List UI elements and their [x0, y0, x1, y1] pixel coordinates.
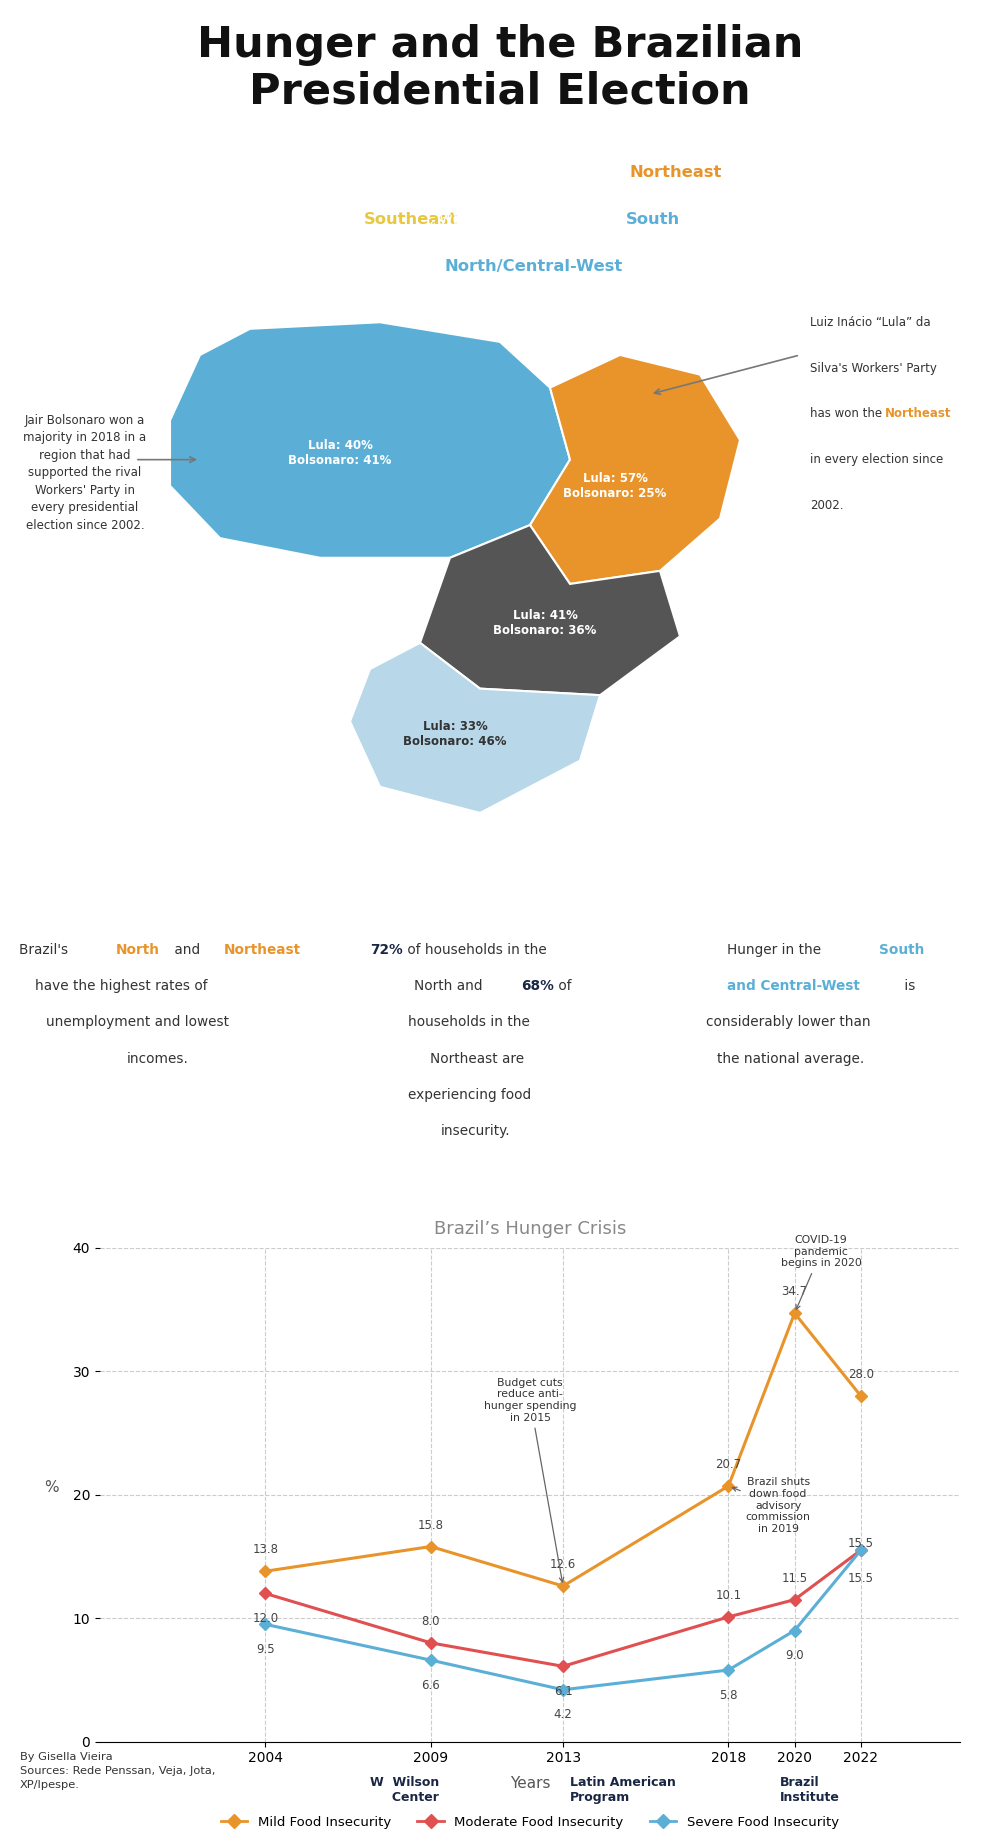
- Text: Brazil's: Brazil's: [19, 944, 72, 957]
- Text: has won the: has won the: [810, 407, 886, 420]
- Text: South: South: [879, 944, 924, 957]
- Title: Brazil’s Hunger Crisis: Brazil’s Hunger Crisis: [434, 1220, 626, 1238]
- Text: 2002.: 2002.: [810, 499, 844, 512]
- Text: Lula: 57%
Bolsonaro: 25%: Lula: 57% Bolsonaro: 25%: [563, 472, 667, 499]
- Text: COVID-19
pandemic
begins in 2020: COVID-19 pandemic begins in 2020: [781, 1235, 862, 1309]
- Text: , while Bolsonaro leads in the: , while Bolsonaro leads in the: [429, 212, 675, 227]
- Text: 15.5: 15.5: [848, 1572, 874, 1585]
- Polygon shape: [170, 323, 570, 558]
- Text: W  Wilson
     Center: W Wilson Center: [370, 1777, 439, 1804]
- Text: 13.8: 13.8: [252, 1543, 278, 1555]
- Text: Lula: 40%
Bolsonaro: 41%: Lula: 40% Bolsonaro: 41%: [288, 439, 392, 466]
- Text: have the highest rates of: have the highest rates of: [35, 979, 208, 993]
- Text: Lula: 33%
Bolsonaro: 46%: Lula: 33% Bolsonaro: 46%: [403, 721, 507, 748]
- Text: the national average.: the national average.: [717, 1052, 864, 1065]
- Text: 9.5: 9.5: [256, 1642, 275, 1655]
- Text: Recent XP/Ipespe polling shows Lula leading in the: Recent XP/Ipespe polling shows Lula lead…: [306, 164, 727, 181]
- Text: 8.0: 8.0: [422, 1614, 440, 1627]
- Legend: Mild Food Insecurity, Moderate Food Insecurity, Severe Food Insecurity: Mild Food Insecurity, Moderate Food Inse…: [216, 1810, 844, 1834]
- Text: Hunger in the: Hunger in the: [727, 944, 826, 957]
- Text: North and: North and: [414, 979, 486, 993]
- Text: households in the: households in the: [408, 1015, 530, 1030]
- Text: Northeast: Northeast: [224, 944, 301, 957]
- Text: incomes.: incomes.: [127, 1052, 189, 1065]
- Text: By Gisella Vieira
Sources: Rede Penssan, Veja, Jota,
XP/Ipespe.: By Gisella Vieira Sources: Rede Penssan,…: [20, 1751, 215, 1790]
- Text: 5.8: 5.8: [719, 1688, 738, 1701]
- Text: Hunger and the Brazilian
Presidential Election: Hunger and the Brazilian Presidential El…: [197, 24, 803, 112]
- Text: 15.5: 15.5: [848, 1537, 874, 1550]
- Text: and Central-West: and Central-West: [727, 979, 860, 993]
- Text: Northeast: Northeast: [630, 164, 722, 181]
- Text: 11.5: 11.5: [782, 1572, 808, 1585]
- Text: 6.1: 6.1: [554, 1685, 572, 1697]
- Text: 12.0: 12.0: [252, 1613, 278, 1626]
- Text: North: North: [116, 944, 160, 957]
- Text: Budget cuts
reduce anti-
hunger spending
in 2015: Budget cuts reduce anti- hunger spending…: [484, 1379, 576, 1581]
- Text: Northeast: Northeast: [884, 407, 951, 420]
- Text: 4.2: 4.2: [554, 1708, 572, 1721]
- Text: Luiz Inácio “Lula” da: Luiz Inácio “Lula” da: [810, 315, 931, 328]
- Polygon shape: [530, 356, 740, 584]
- Polygon shape: [420, 525, 680, 695]
- Text: Northeast are: Northeast are: [430, 1052, 524, 1065]
- Text: .: .: [574, 258, 579, 273]
- X-axis label: Years: Years: [510, 1777, 550, 1791]
- Text: unemployment and lowest: unemployment and lowest: [46, 1015, 229, 1030]
- Text: North/Central-West: North/Central-West: [445, 258, 623, 273]
- Text: 28.0: 28.0: [848, 1368, 874, 1380]
- Text: 34.7: 34.7: [782, 1285, 808, 1297]
- Text: 15.8: 15.8: [418, 1519, 444, 1532]
- Text: Jair Bolsonaro won a
majority in 2018 in a
region that had
supported the rival
W: Jair Bolsonaro won a majority in 2018 in…: [23, 413, 147, 533]
- Text: Regions that tend to vote overwhelmingly for the Workers'
Party suffer dispropor: Regions that tend to vote overwhelmingly…: [175, 1141, 825, 1185]
- Text: and: and: [338, 212, 375, 227]
- Text: Southeast: Southeast: [364, 212, 458, 227]
- Text: insecurity.: insecurity.: [441, 1124, 510, 1137]
- Text: South: South: [626, 212, 680, 227]
- Text: Lula: 41%
Bolsonaro: 36%: Lula: 41% Bolsonaro: 36%: [493, 610, 597, 638]
- Text: 72%: 72%: [370, 944, 403, 957]
- Text: considerably lower than: considerably lower than: [706, 1015, 870, 1030]
- Text: Brazil shuts
down food
advisory
commission
in 2019: Brazil shuts down food advisory commissi…: [732, 1478, 811, 1533]
- Text: of: of: [554, 979, 571, 993]
- Text: Silva's Workers' Party: Silva's Workers' Party: [810, 361, 937, 374]
- Text: in every election since: in every election since: [810, 453, 943, 466]
- Text: 68%: 68%: [522, 979, 554, 993]
- Text: 12.6: 12.6: [550, 1557, 576, 1572]
- Text: Brazil
Institute: Brazil Institute: [780, 1777, 840, 1804]
- Polygon shape: [350, 643, 600, 813]
- Text: 10.1: 10.1: [715, 1589, 742, 1602]
- Text: and: and: [170, 944, 205, 957]
- Text: experiencing food: experiencing food: [408, 1087, 531, 1102]
- Text: 6.6: 6.6: [421, 1679, 440, 1692]
- Text: of households in the: of households in the: [403, 944, 547, 957]
- Y-axis label: %: %: [45, 1480, 59, 1495]
- Text: 9.0: 9.0: [785, 1649, 804, 1662]
- Text: 20.7: 20.7: [715, 1458, 742, 1471]
- Text: and: and: [419, 258, 455, 273]
- Text: Latin American
Program: Latin American Program: [570, 1777, 676, 1804]
- Text: is: is: [900, 979, 916, 993]
